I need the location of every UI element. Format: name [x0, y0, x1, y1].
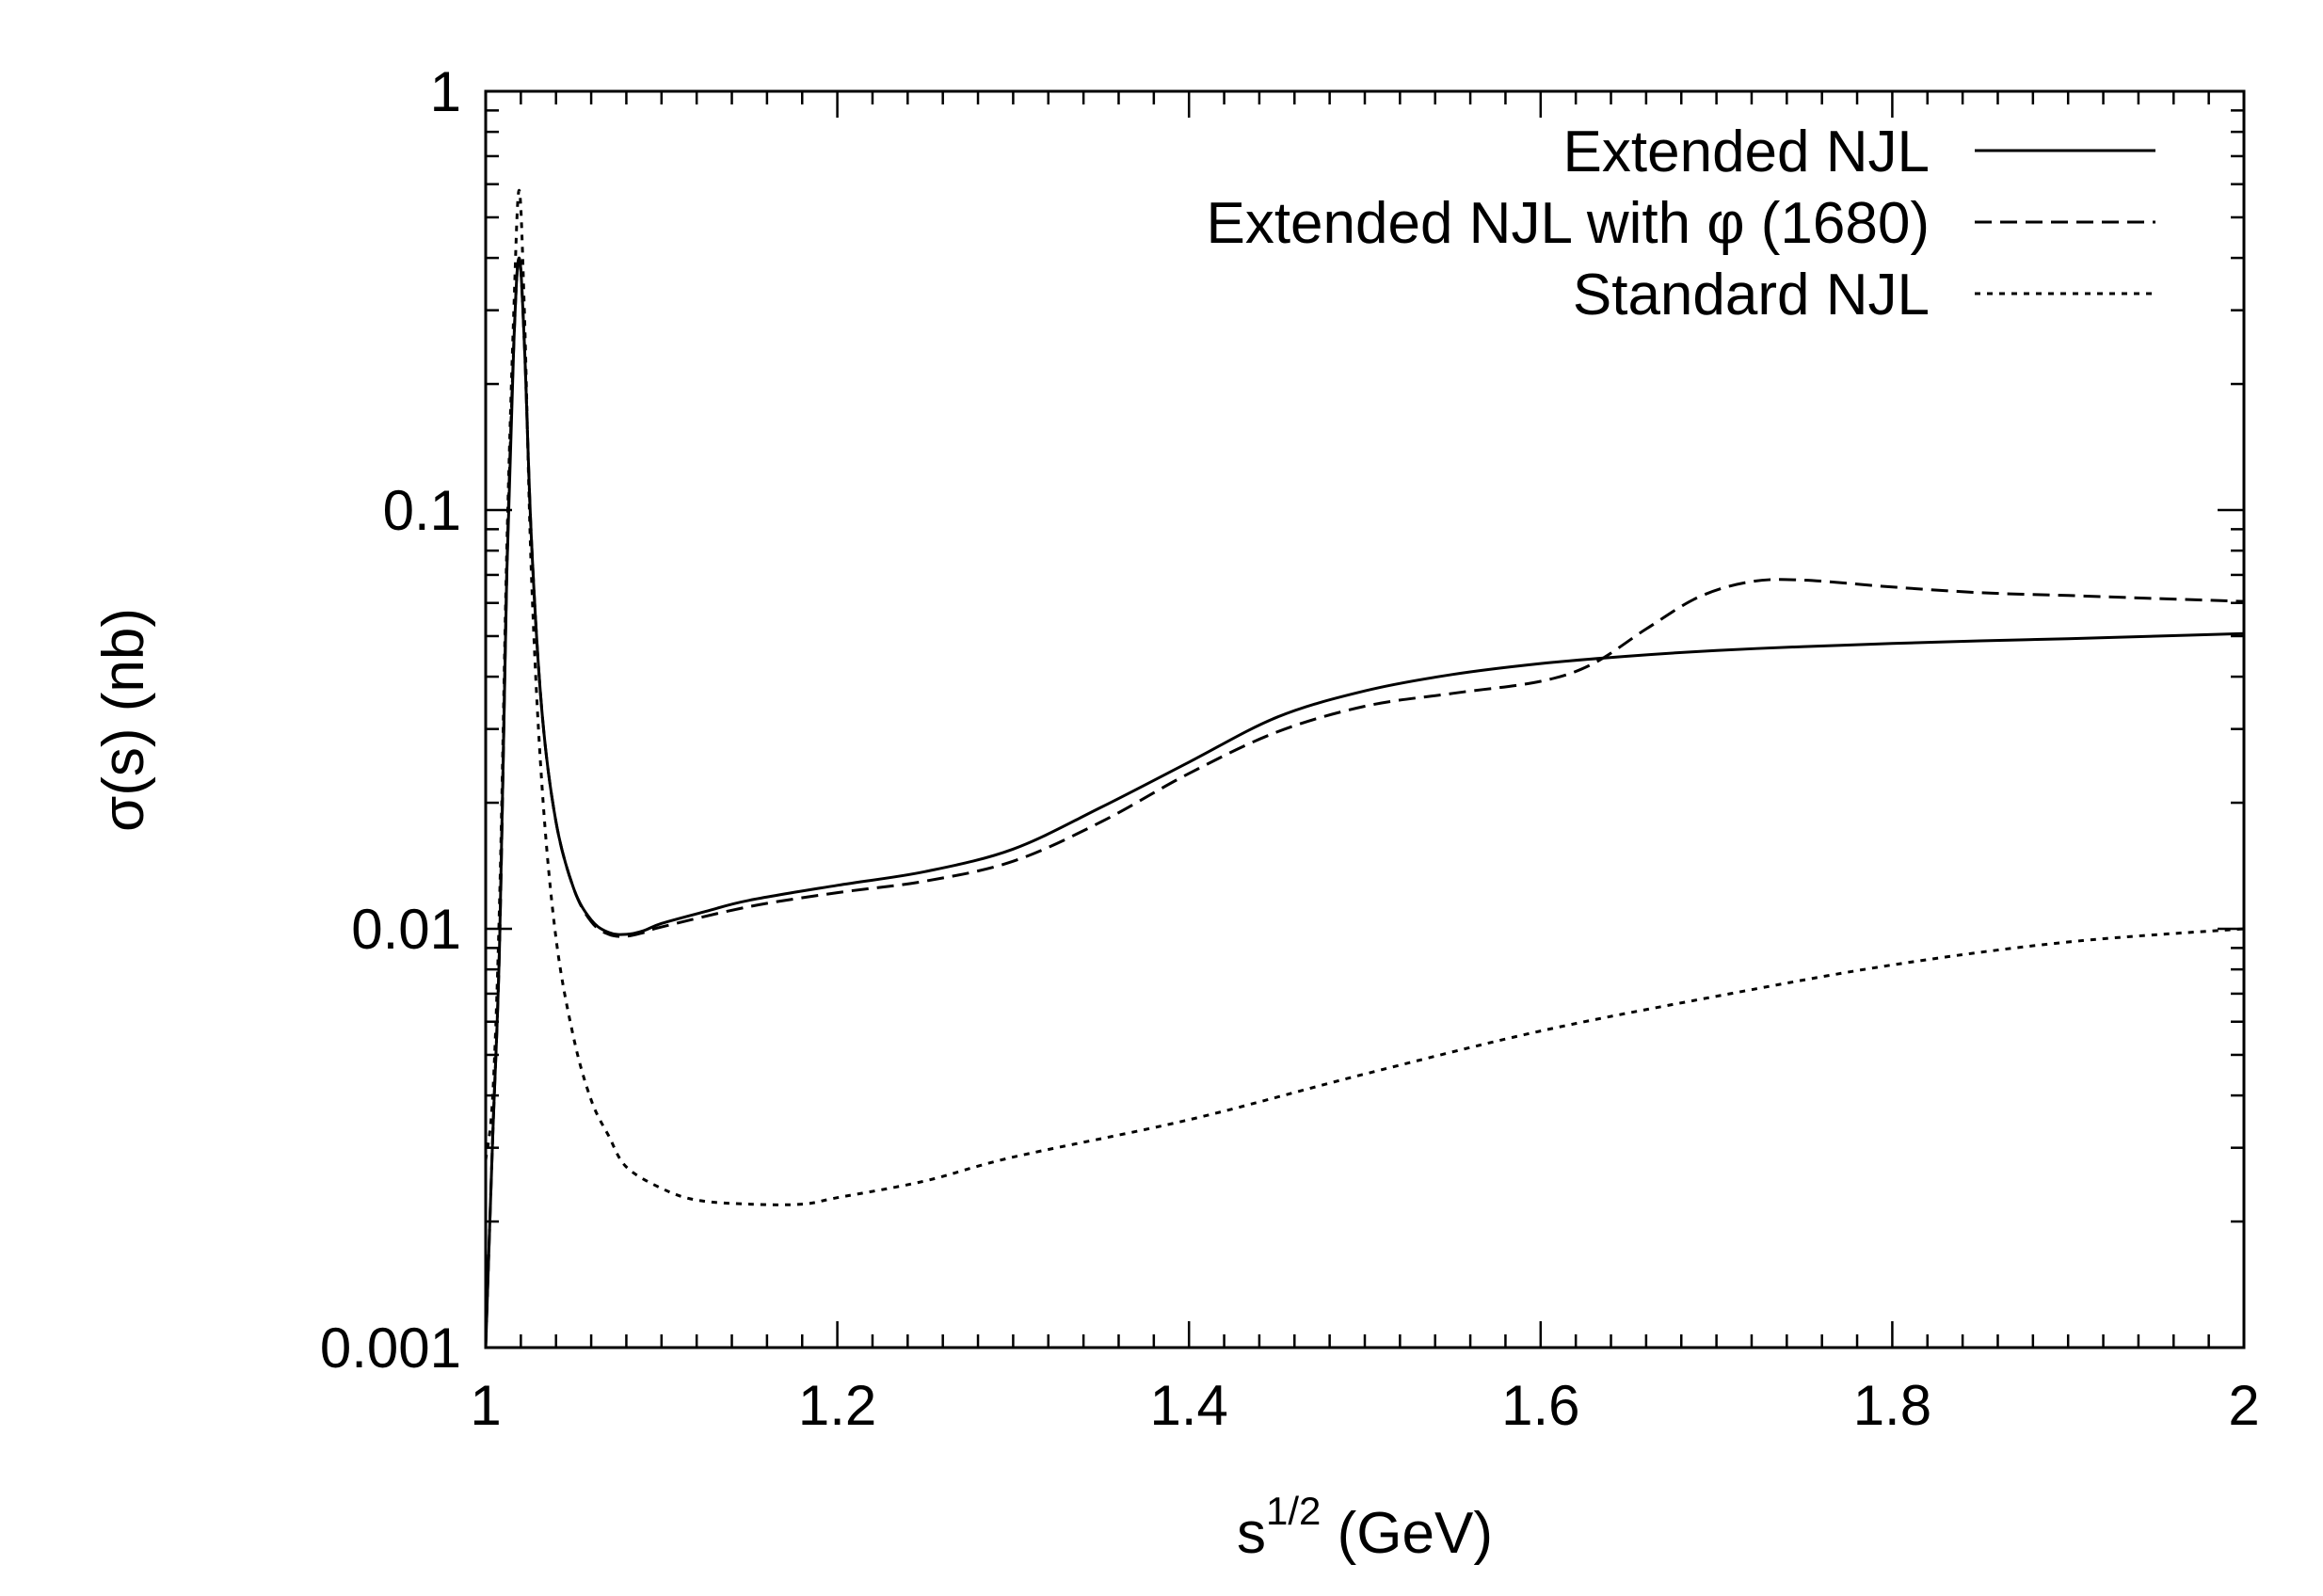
series-group — [484, 188, 2245, 1349]
y-tick-label: 0.001 — [320, 1317, 461, 1380]
x-tick-label: 2 — [2228, 1374, 2259, 1437]
minor-ticks — [486, 91, 2244, 1348]
legend-label: Standard NJL — [1573, 263, 1930, 327]
x-tick-label: 1.4 — [1149, 1374, 1227, 1437]
x-tick-label: 1 — [470, 1374, 501, 1437]
legend-label: Extended NJL — [1563, 120, 1930, 184]
y-tick-label: 0.01 — [351, 898, 461, 961]
x-tick-label: 1.6 — [1501, 1374, 1579, 1437]
x-tick-label: 1.8 — [1853, 1374, 1931, 1437]
plot-frame — [484, 89, 2246, 1349]
x-tick-label: 1.2 — [798, 1374, 876, 1437]
x-tick-labels: 1 1.2 1.4 1.6 1.8 2 — [470, 1374, 2259, 1437]
x-axis-title: s1/2 (GeV) — [1237, 1489, 1493, 1566]
series-line-dotted — [484, 188, 2245, 1206]
y-tick-label: 1 — [430, 60, 461, 123]
series-line-solid — [484, 256, 2245, 1349]
series-line-dashed — [484, 256, 2245, 1349]
y-tick-labels: 0.001 0.01 0.1 1 — [320, 60, 461, 1380]
y-axis-title: σ(s) (nb) — [91, 608, 156, 832]
y-tick-label: 0.1 — [383, 479, 461, 542]
legend: Extended NJL Extended NJL with φ (1680) St… — [1206, 120, 2155, 327]
major-ticks — [484, 89, 2246, 1349]
legend-label: Extended NJL with φ (1680) — [1206, 191, 1930, 256]
